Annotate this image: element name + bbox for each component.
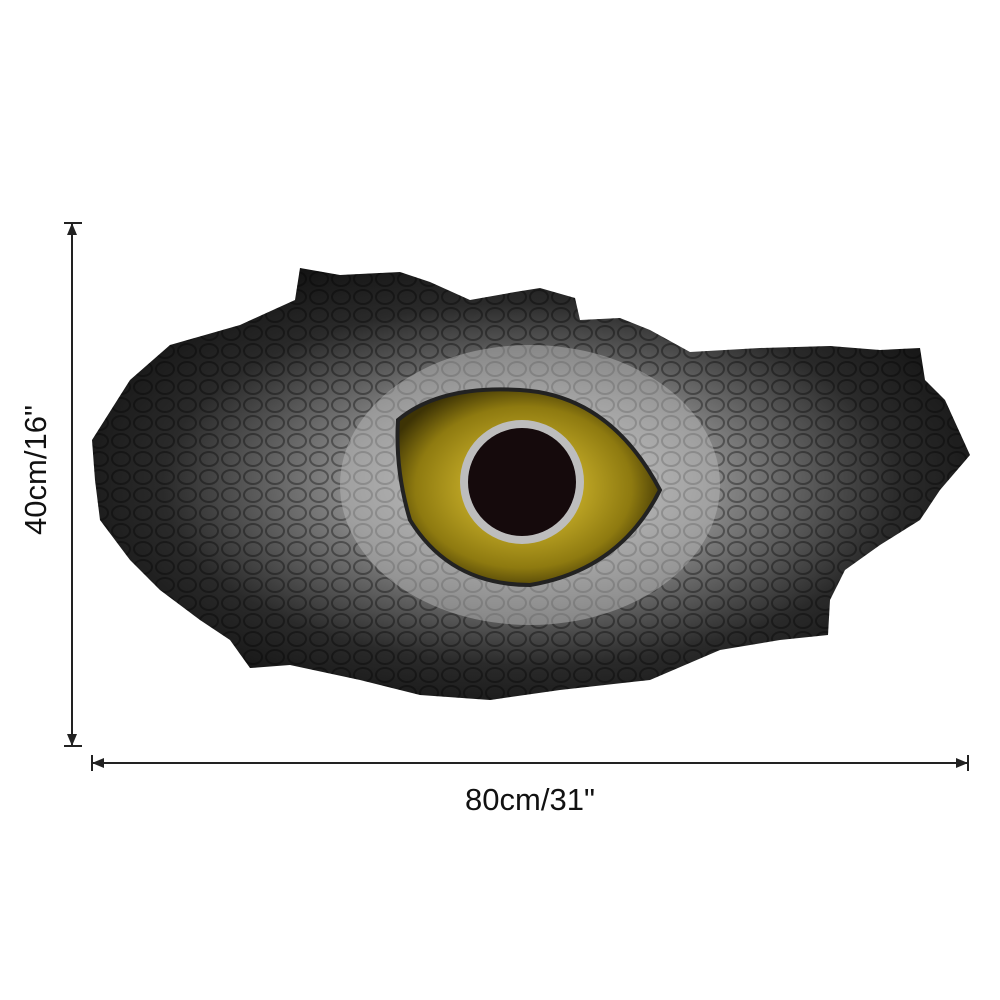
width-label: 80cm/31" bbox=[465, 782, 595, 817]
pupil bbox=[468, 428, 576, 536]
height-dimension: 40cm/16" bbox=[18, 222, 82, 747]
height-label: 40cm/16" bbox=[18, 405, 53, 535]
eye-illustration bbox=[92, 268, 970, 700]
width-dimension: 80cm/31" bbox=[91, 755, 969, 817]
